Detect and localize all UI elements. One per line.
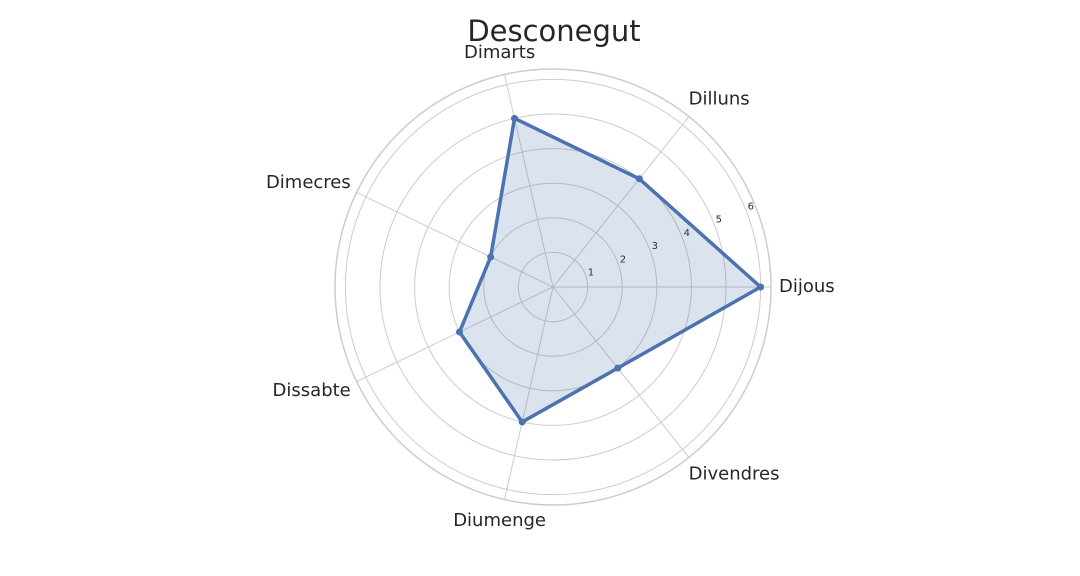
category-label-diumenge: Diumenge	[453, 510, 546, 531]
category-label-dissabte: Dissabte	[273, 380, 351, 401]
series-fill-1	[459, 118, 761, 422]
category-label-dimarts: Dimarts	[464, 42, 535, 63]
r-tick-label: 1	[588, 268, 594, 279]
series-layer	[455, 114, 765, 426]
data-point-dissabte	[455, 328, 463, 336]
data-point-dilluns	[635, 175, 643, 183]
data-point-dimarts	[511, 114, 519, 122]
series-line-1	[457, 116, 763, 424]
grid-spoke-7	[552, 286, 690, 458]
data-point-dimecres	[487, 253, 495, 261]
grid-spoke-4	[356, 191, 554, 288]
category-labels: Dijous Dilluns Dimarts Dimecres Dissabte Dium…	[266, 42, 835, 531]
grid-spoke-5	[356, 286, 554, 383]
grid-spoke-3	[504, 74, 554, 288]
r-tick-label: 6	[748, 201, 754, 212]
data-point-diumenge	[518, 418, 526, 426]
category-label-divendres: Divendres	[689, 464, 780, 485]
category-label-dilluns: Dilluns	[689, 88, 750, 109]
grid-spoke-2	[552, 116, 690, 288]
grid-spoke-6	[504, 286, 554, 500]
r-tick-label: 3	[652, 241, 658, 252]
r-tick-label: 5	[716, 215, 722, 226]
r-tick-label: 4	[684, 228, 690, 239]
category-label-dimecres: Dimecres	[266, 172, 351, 193]
data-point-divendres	[614, 364, 622, 372]
category-label-dijous: Dijous	[779, 276, 835, 297]
data-point-dijous	[757, 283, 765, 291]
chart-title: Desconegut	[467, 14, 640, 48]
r-tick-label: 2	[620, 254, 626, 265]
